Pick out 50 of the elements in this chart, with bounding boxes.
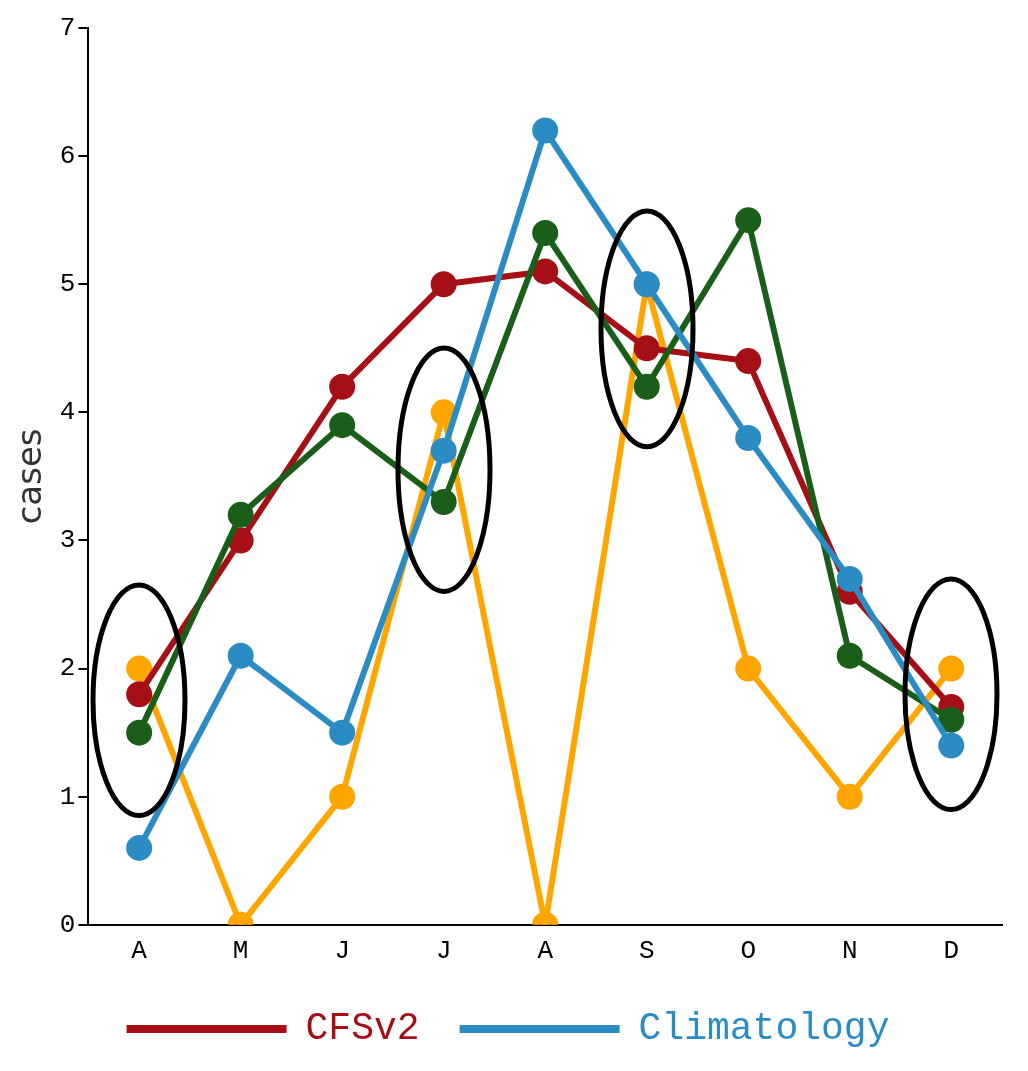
x-tick-label: S bbox=[638, 936, 655, 967]
point bbox=[227, 501, 254, 528]
y-tick-label: 4 bbox=[59, 397, 76, 428]
x-tick-label: M bbox=[232, 936, 249, 967]
point bbox=[836, 783, 863, 810]
x-tick-label: J bbox=[334, 936, 350, 967]
point bbox=[938, 655, 965, 682]
x-tick-label: J bbox=[435, 936, 452, 967]
point bbox=[227, 642, 254, 669]
x-tick-label: N bbox=[841, 936, 858, 967]
y-tick-label: 2 bbox=[59, 653, 76, 684]
legend-label: Climatology bbox=[638, 1007, 890, 1051]
point bbox=[126, 655, 153, 682]
y-tick-label: 5 bbox=[59, 269, 76, 300]
point bbox=[430, 489, 457, 516]
point bbox=[227, 527, 254, 554]
y-tick-label: 3 bbox=[59, 525, 76, 556]
point bbox=[329, 783, 356, 810]
point bbox=[329, 412, 356, 439]
x-tick-label: D bbox=[943, 936, 960, 967]
y-axis-title: cases bbox=[9, 428, 50, 525]
point bbox=[430, 437, 457, 464]
point bbox=[126, 834, 153, 861]
y-tick-label: 1 bbox=[59, 781, 76, 812]
legend-label: CFSv2 bbox=[305, 1007, 420, 1051]
y-tick-label: 6 bbox=[59, 141, 76, 171]
point bbox=[836, 642, 863, 669]
point bbox=[735, 207, 762, 234]
y-tick-label: 0 bbox=[59, 909, 76, 940]
point bbox=[735, 424, 762, 451]
point bbox=[532, 117, 559, 144]
point bbox=[938, 706, 965, 733]
point bbox=[532, 219, 559, 246]
x-tick-label: A bbox=[537, 936, 554, 967]
point bbox=[329, 373, 356, 400]
point bbox=[735, 655, 762, 682]
point bbox=[430, 271, 457, 298]
point bbox=[836, 565, 863, 592]
point bbox=[938, 732, 965, 759]
y-tick-label: 7 bbox=[59, 12, 76, 43]
point bbox=[633, 335, 660, 362]
point bbox=[126, 681, 153, 708]
point bbox=[633, 373, 660, 400]
x-tick-label: A bbox=[131, 936, 148, 967]
point bbox=[735, 348, 762, 375]
point bbox=[329, 719, 356, 746]
point bbox=[126, 719, 153, 746]
point bbox=[532, 258, 559, 285]
x-tick-label: O bbox=[740, 936, 757, 967]
point bbox=[430, 399, 457, 426]
